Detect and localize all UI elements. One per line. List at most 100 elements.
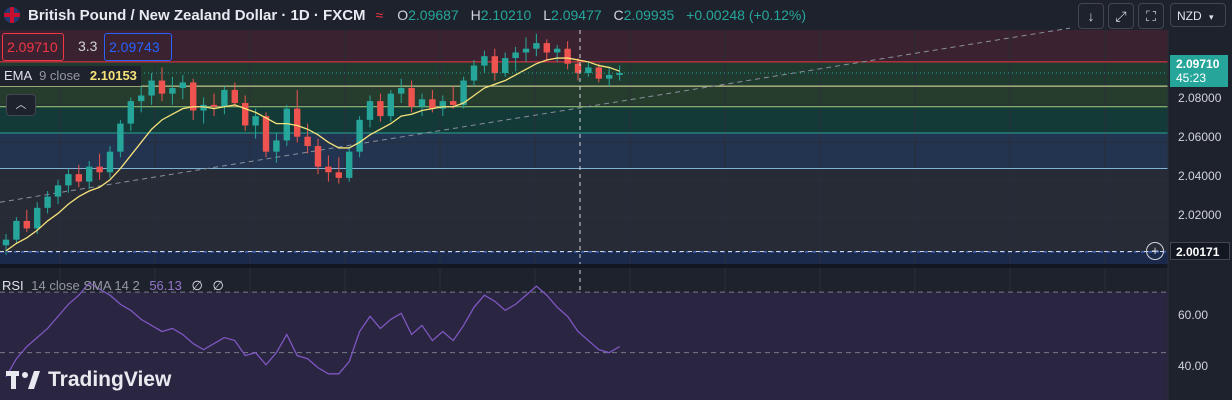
buy-price-button[interactable]: 2.09743	[104, 33, 172, 61]
candle-body	[574, 63, 582, 74]
candle-body	[283, 108, 290, 141]
rsi-legend[interactable]: RSI 14 close SMA 14 2 56.13 ∅ ∅	[2, 278, 224, 294]
price-tick-label: 2.06000	[1178, 130, 1222, 144]
sell-price-button[interactable]: 2.09710	[2, 33, 64, 61]
tradingview-logo[interactable]: TradingView	[6, 368, 171, 392]
candle-body	[606, 74, 613, 79]
price-zone-band	[0, 251, 1168, 264]
candle-body	[34, 207, 41, 229]
candle-body	[179, 82, 186, 89]
candle-body	[86, 166, 93, 182]
candle-body	[585, 67, 592, 74]
rsi-extra-2: ∅	[212, 278, 224, 293]
candle-body	[13, 220, 20, 240]
candle-body	[491, 56, 498, 74]
candle-body	[502, 58, 509, 74]
symbol-header: British Pound / New Zealand Dollar · 1D …	[0, 0, 814, 30]
chevron-up-icon: ︿	[15, 99, 27, 111]
candle-body	[564, 48, 571, 64]
candle-body	[117, 123, 124, 152]
candle-body	[418, 99, 426, 107]
candle-body	[522, 48, 530, 53]
spread-value: 3.3	[78, 38, 98, 54]
candle-body	[366, 101, 374, 120]
pane-separator	[0, 264, 1232, 268]
candle-body	[595, 67, 602, 79]
price-zone-band	[0, 61, 1168, 87]
ema-line	[5, 57, 620, 252]
tradingview-wordmark: TradingView	[48, 368, 172, 391]
high-value: 2.10210	[480, 7, 532, 23]
candle-body	[304, 136, 311, 147]
candle-body	[148, 80, 155, 96]
price-tick-label: 2.02000	[1178, 208, 1222, 222]
price-tick-label: 2.08000	[1178, 91, 1222, 105]
candle-body	[387, 93, 394, 117]
rsi-value: 56.13	[149, 278, 182, 293]
wave-icon[interactable]: ≈	[375, 7, 384, 23]
symbol-title[interactable]: British Pound / New Zealand Dollar · 1D …	[28, 6, 366, 24]
close-value: 2.09935	[623, 7, 675, 23]
tradingview-logo-icon	[6, 371, 40, 389]
open-value: 2.09687	[408, 7, 459, 23]
candle-body	[54, 185, 62, 197]
price-tick-label: 2.04000	[1178, 169, 1222, 183]
ohlc-readout: O2.09687 H2.10210 L2.09477 C2.09935 +0.0…	[397, 7, 814, 23]
fullscreen-button[interactable]: ⤢	[1108, 3, 1134, 29]
chevron-down-icon: ▾	[1209, 12, 1214, 22]
close-label: C	[613, 7, 624, 23]
rsi-tick-label: 40.00	[1178, 359, 1209, 373]
candle-body	[210, 104, 218, 107]
ema-legend[interactable]: EMA 9 close 2.10153	[0, 66, 141, 86]
candle-body	[314, 146, 322, 167]
trend-line	[0, 27, 1071, 203]
candle-body	[252, 116, 259, 126]
open-label: O	[397, 7, 409, 23]
ema-name: EMA	[4, 68, 32, 83]
candle-body	[23, 220, 30, 229]
candle-body	[242, 103, 249, 126]
candle-body	[190, 82, 197, 111]
last-price-label: 2.09710 45:23	[1170, 55, 1228, 87]
arrow-down-icon: ↓	[1087, 8, 1095, 24]
low-label: L	[543, 7, 552, 23]
rsi-params: 14 close SMA 14 2	[31, 278, 140, 293]
camera-frame-icon: ⛶	[1146, 8, 1156, 24]
crosshair-price-label: 2.00171	[1170, 242, 1230, 260]
ema-value: 2.10153	[89, 68, 137, 83]
candle-body	[273, 140, 280, 152]
candle-body	[543, 43, 550, 53]
price-zone-band	[0, 168, 1168, 252]
rsi-name: RSI	[2, 278, 24, 293]
collapse-legend-button[interactable]: ︿	[6, 94, 36, 116]
candle-body	[398, 88, 405, 94]
candle-body	[44, 196, 51, 208]
candle-body	[470, 65, 478, 81]
high-label: H	[470, 7, 481, 23]
rsi-line	[5, 282, 620, 378]
scroll-to-realtime-button[interactable]: ↓	[1078, 3, 1104, 29]
rsi-extra-1: ∅	[191, 278, 203, 293]
candle-body	[356, 119, 363, 152]
candle-body	[429, 99, 436, 109]
change-value: +0.00248 (+0.12%)	[686, 7, 807, 23]
screenshot-button[interactable]: ⛶	[1138, 3, 1164, 29]
candle-body	[377, 101, 384, 117]
price-axis	[1168, 30, 1232, 400]
last-price-value: 2.09710	[1176, 57, 1220, 71]
price-zone-band	[0, 86, 1168, 107]
candle-body	[335, 172, 342, 178]
rsi-band	[0, 292, 1168, 400]
candle-body	[106, 151, 114, 173]
candle-body	[439, 101, 446, 109]
candle-body	[169, 88, 176, 94]
candle-body	[75, 174, 82, 182]
currency-label: NZD	[1177, 9, 1202, 23]
currency-select[interactable]: NZD ▾	[1170, 3, 1226, 27]
ema-params: 9 close	[39, 68, 81, 83]
candle-body	[346, 151, 353, 178]
candle-body	[481, 56, 488, 66]
add-alert-icon[interactable]: +	[1146, 242, 1164, 260]
